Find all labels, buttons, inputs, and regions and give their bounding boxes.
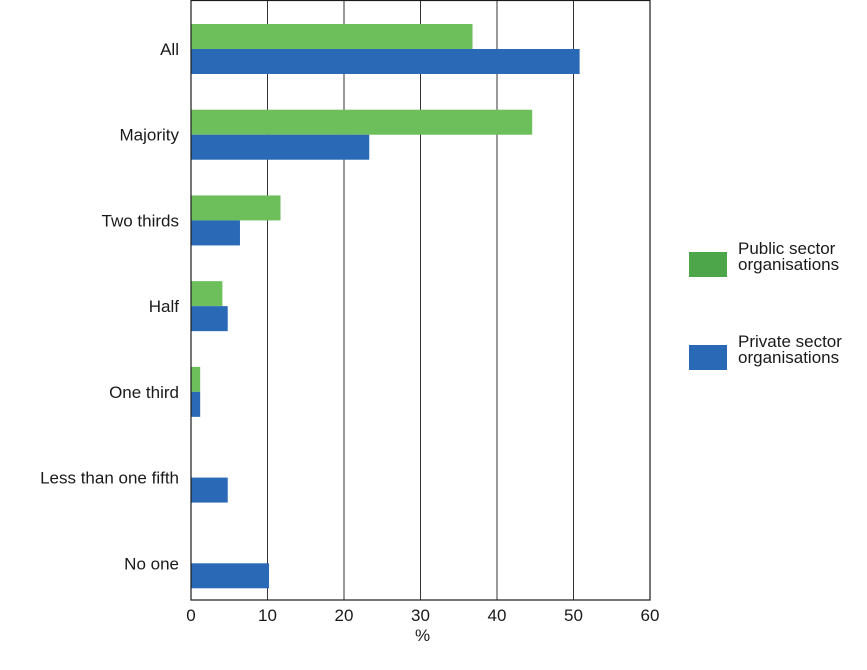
category-label: All <box>160 40 179 59</box>
gridlines <box>267 0 574 600</box>
legend-swatch-public <box>689 252 727 277</box>
legend-label: Private sector <box>738 332 842 351</box>
x-tick-label: 10 <box>258 606 277 625</box>
category-label: Majority <box>119 126 179 145</box>
x-tick-label: 0 <box>186 606 195 625</box>
legend-label: Public sector <box>738 239 836 258</box>
category-label: One third <box>109 383 179 402</box>
category-label: No one <box>124 554 179 573</box>
category-labels: All Majority Two thirds Half One third Less t… <box>40 40 179 573</box>
bar-public-1 <box>191 109 533 135</box>
plot-frame <box>190 0 651 601</box>
category-label: Two thirds <box>102 211 179 230</box>
legend-swatch-private <box>689 345 727 370</box>
x-axis-label: % <box>415 626 430 645</box>
bar-private-5 <box>191 477 228 503</box>
bar-public-3 <box>191 281 223 307</box>
bar-private-2 <box>191 220 240 246</box>
bar-private-1 <box>191 134 370 160</box>
bar-public-2 <box>191 195 281 221</box>
x-tick-label: 30 <box>411 606 430 625</box>
bar-private-6 <box>191 563 270 589</box>
category-label: Less than one fifth <box>40 469 179 488</box>
x-tick-label: 20 <box>335 606 354 625</box>
bar-private-4 <box>191 391 201 417</box>
x-tick-label: 60 <box>641 606 660 625</box>
bar-private-0 <box>191 49 580 74</box>
x-tick-labels: 0 10 20 30 40 50 60 <box>186 606 659 625</box>
category-label: Half <box>149 297 180 316</box>
bar-public-0 <box>191 24 473 49</box>
bar-private-3 <box>191 306 228 332</box>
x-tick-label: 40 <box>488 606 507 625</box>
legend-label: organisations <box>738 255 839 274</box>
legend-label: organisations <box>738 348 839 367</box>
bars <box>191 24 580 589</box>
x-tick-label: 50 <box>564 606 583 625</box>
bar-public-4 <box>191 366 201 392</box>
